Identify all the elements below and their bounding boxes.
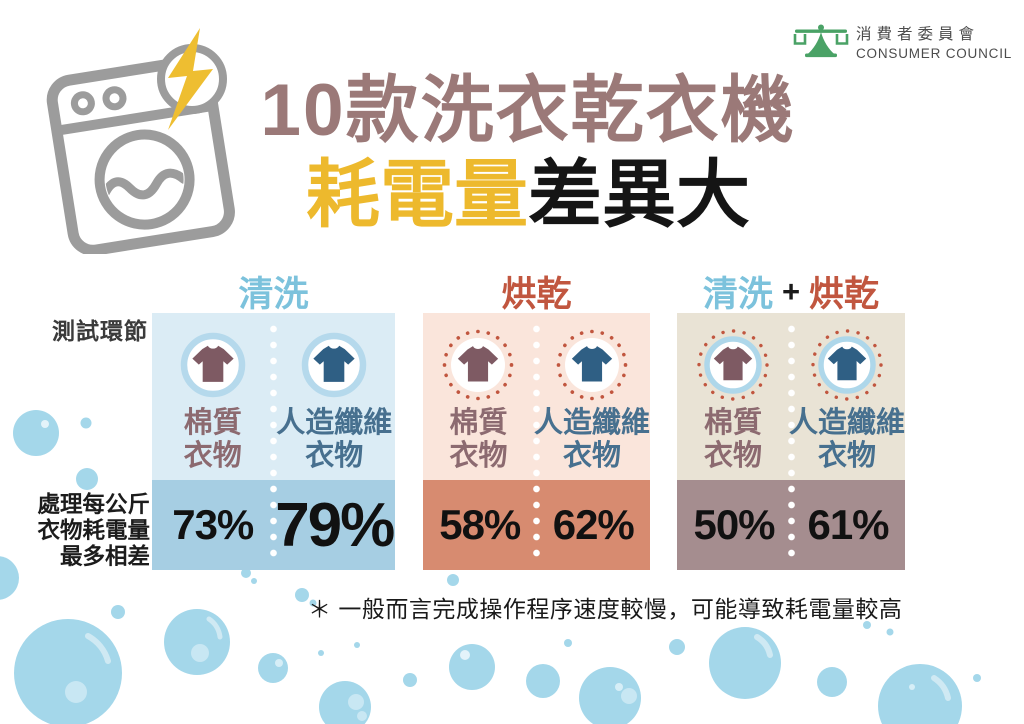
page-title-line1: 10款洗衣乾衣機 <box>260 70 796 151</box>
material-label: 人造纖維 衣物 <box>788 407 905 472</box>
title-rest: 差異大 <box>528 153 750 236</box>
percentage-value: 62% <box>552 501 635 548</box>
washing-machine-icon <box>46 28 235 254</box>
material-label: 人造纖維 衣物 <box>533 407 650 472</box>
percentage-value: 61% <box>807 501 889 548</box>
page-title-line2: 耗電量差異大 <box>212 154 844 236</box>
footnote: ＊ 一般而言完成操作程序速度較慢，可能導致耗電量較高 <box>308 596 903 622</box>
percentage-value: 58% <box>439 501 521 548</box>
consumption-diff-line3: 最多相差 <box>59 544 150 569</box>
dry-header-label: 烘乾 <box>501 275 572 314</box>
cotton-shirt-icon <box>180 332 245 398</box>
synthetic-shirt-icon <box>556 329 628 401</box>
page-title: 10款洗衣乾衣機 耗電量差異大 <box>212 68 844 236</box>
consumption-diff-line2: 衣物耗電量 <box>37 518 150 543</box>
percentage-value: 73% <box>172 501 254 548</box>
wash-dry-cotton-cell: 棉質 衣物 <box>677 313 789 480</box>
dry-column: 烘乾 棉質 衣物 <box>423 270 650 570</box>
wash-column: 清洗 棉質 衣物 人造纖維 衣物 <box>152 270 395 570</box>
percentage-value: 50% <box>693 501 775 548</box>
wash-synthetic-cell: 人造纖維 衣物 <box>274 313 396 480</box>
dotted-divider <box>787 321 795 562</box>
wash-cotton-cell: 棉質 衣物 <box>152 313 274 480</box>
material-label: 棉質 衣物 <box>449 407 508 472</box>
wash-dry-column: 清洗 + 烘乾 棉質 衣物 <box>677 270 905 570</box>
cotton-shirt-icon <box>443 329 514 401</box>
wash-dry-synthetic-cell: 人造纖維 衣物 <box>789 313 905 480</box>
test-stage-label: 測試環節 <box>52 318 148 344</box>
cotton-shirt-icon <box>697 329 769 401</box>
material-label: 人造纖維 衣物 <box>276 407 393 472</box>
percentage-value: 79% <box>275 490 395 560</box>
consumption-diff-line1: 處理每公斤 <box>37 492 150 517</box>
title-highlight: 耗電量 <box>306 153 528 236</box>
wash-column-box: 棉質 衣物 人造纖維 衣物 73% 79% <box>152 313 395 570</box>
dry-header-label: 烘乾 <box>809 275 880 314</box>
wash-header-label: 清洗 <box>238 275 309 314</box>
logo-text-zh: 消費者委員會 <box>856 25 979 43</box>
scales-icon <box>793 24 849 58</box>
dry-synthetic-cell: 人造纖維 衣物 <box>534 313 650 480</box>
material-label: 棉質 衣物 <box>183 407 242 472</box>
dry-cotton-cell: 棉質 衣物 <box>423 313 534 480</box>
dotted-divider <box>533 321 540 562</box>
wash-dry-column-box: 棉質 衣物 人造纖維 衣物 50% 61% <box>677 313 905 570</box>
consumption-diff-label: 處理每公斤 衣物耗電量 最多相差 <box>26 492 150 570</box>
consumer-council-logo: 消費者委員會 CONSUMER COUNCIL <box>793 24 1012 61</box>
wash-column-header: 清洗 <box>152 270 395 314</box>
dry-column-header: 烘乾 <box>423 270 650 314</box>
plus-sign: + <box>781 273 801 309</box>
material-label: 棉質 衣物 <box>703 407 762 472</box>
dry-column-box: 棉質 衣物 人造纖維 衣物 58% 62% <box>423 313 650 570</box>
dotted-divider <box>270 321 277 562</box>
wash-dry-column-header: 清洗 + 烘乾 <box>677 270 905 315</box>
logo-text-en: CONSUMER COUNCIL <box>856 46 1012 61</box>
synthetic-shirt-icon <box>302 332 367 398</box>
synthetic-shirt-icon <box>811 329 883 401</box>
wash-header-label: 清洗 <box>702 275 773 314</box>
lightning-icon <box>157 28 227 130</box>
